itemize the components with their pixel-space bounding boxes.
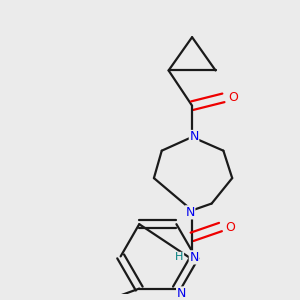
Text: N: N: [185, 206, 195, 219]
Text: N: N: [177, 287, 186, 300]
Text: O: O: [228, 92, 238, 104]
Text: N: N: [189, 130, 199, 143]
Text: H: H: [175, 252, 184, 262]
Text: N: N: [189, 251, 199, 264]
Text: O: O: [225, 220, 235, 233]
